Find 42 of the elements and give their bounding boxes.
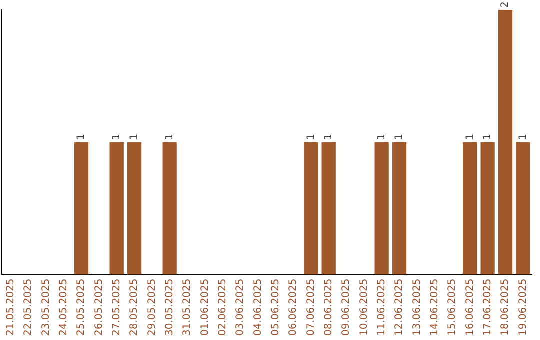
data-label: 1 — [76, 134, 88, 140]
x-tick-label: 24.05.2025 — [58, 278, 70, 336]
x-tick-label: 23.05.2025 — [40, 278, 52, 336]
x-tick-label: 13.06.2025 — [412, 278, 423, 336]
data-label: 1 — [111, 134, 122, 140]
data-label: 1 — [306, 134, 317, 140]
x-tick-label: 26.05.2025 — [94, 278, 105, 336]
x-tick-label: 30.05.2025 — [164, 278, 176, 336]
x-tick-label: 18.06.2025 — [500, 278, 512, 336]
x-tick-label: 06.06.2025 — [288, 278, 300, 336]
x-tick-label: 12.06.2025 — [394, 278, 406, 336]
data-label: 1 — [323, 134, 334, 140]
data-label: 1 — [376, 134, 388, 140]
x-tick-label: 07.06.2025 — [306, 278, 317, 336]
x-tick-label: 29.05.2025 — [146, 278, 158, 336]
data-label: 1 — [518, 134, 529, 140]
x-tick-label: 21.05.2025 — [5, 278, 16, 336]
data-label: 1 — [129, 134, 140, 140]
x-tick-label: 04.06.2025 — [252, 278, 264, 336]
x-tick-label: 08.06.2025 — [323, 278, 334, 336]
x-tick-label: 17.06.2025 — [482, 278, 494, 336]
data-label: 1 — [394, 134, 406, 140]
x-tick-label: 31.05.2025 — [182, 278, 194, 336]
data-label: 1 — [464, 134, 476, 140]
x-tick-label: 14.06.2025 — [429, 278, 440, 336]
x-tick-label: 15.06.2025 — [447, 278, 458, 336]
x-tick-label: 22.05.2025 — [23, 278, 34, 336]
data-label: 2 — [500, 2, 512, 8]
x-tick-label: 10.06.2025 — [358, 278, 370, 336]
x-tick-label: 05.06.2025 — [270, 278, 282, 336]
x-tick-label: 11.06.2025 — [376, 278, 388, 336]
data-label: 1 — [164, 134, 176, 140]
x-tick-label: 27.05.2025 — [111, 278, 122, 336]
data-label: 1 — [482, 134, 494, 140]
x-tick-label: 09.06.2025 — [341, 278, 352, 336]
x-tick-label: 28.05.2025 — [129, 278, 140, 336]
x-tick-label: 19.06.2025 — [518, 278, 529, 336]
x-tick-label: 25.05.2025 — [76, 278, 88, 336]
x-tick-label: 03.06.2025 — [235, 278, 246, 336]
x-tick-label: 02.06.2025 — [217, 278, 228, 336]
x-tick-label: 01.06.2025 — [200, 278, 211, 336]
x-tick-label: 16.06.2025 — [464, 278, 476, 336]
